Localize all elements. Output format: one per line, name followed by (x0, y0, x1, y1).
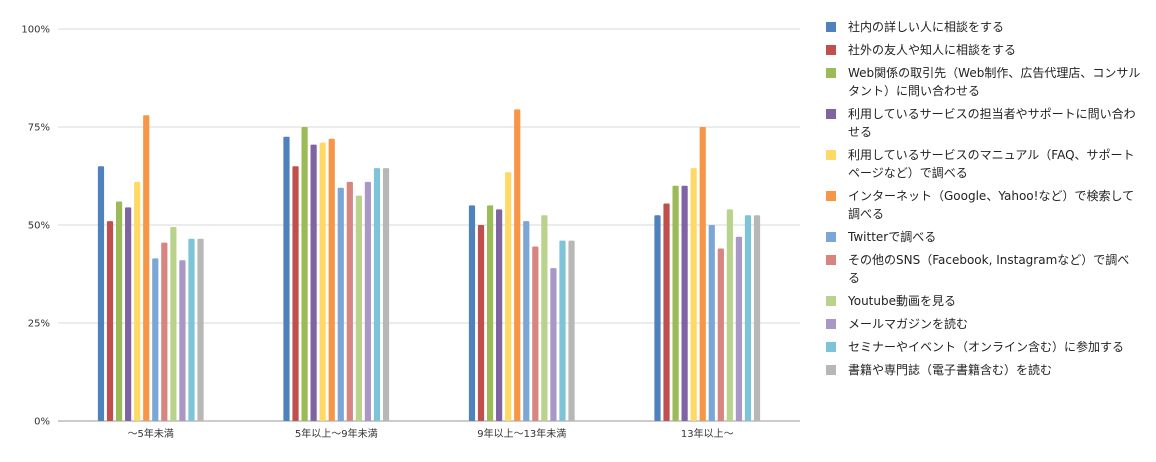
category-label: 13年以上〜 (681, 427, 734, 440)
legend-swatch (826, 232, 836, 242)
legend-label: その他のSNS（Facebook, Instagramなど）で調べる (848, 253, 1130, 285)
bar (337, 187, 344, 421)
bar (690, 168, 697, 421)
legend-label: 社外の友人や知人に相談をする (848, 43, 1017, 57)
legend-item: インターネット（Google、Yahoo!など）で検索して調べる (826, 187, 1141, 223)
legend-item: 利用しているサービスのマニュアル（FAQ、サポートページなど）で調べる (826, 146, 1141, 182)
legend-swatch (826, 191, 836, 201)
bar (663, 203, 670, 421)
legend-swatch (826, 45, 836, 55)
legend-label: インターネット（Google、Yahoo!など）で検索して調べる (848, 189, 1135, 221)
legend-swatch (826, 296, 836, 306)
bar (699, 127, 706, 421)
legend-item: Web関係の取引先（Web制作、広告代理店、コンサルタント）に問い合わせる (826, 64, 1141, 100)
legend-item: 社外の友人や知人に相談をする (826, 41, 1141, 59)
bar (188, 238, 195, 421)
bar (735, 236, 743, 421)
bar (541, 215, 548, 421)
legend-item: Youtube動画を見る (826, 292, 1141, 310)
bar (559, 240, 566, 421)
bar (355, 195, 362, 421)
bar (717, 248, 724, 421)
bar (346, 181, 353, 421)
bar (179, 260, 186, 421)
bar (143, 115, 150, 422)
bar (97, 166, 105, 421)
legend-swatch (826, 68, 836, 78)
bar (681, 185, 688, 421)
bar (672, 185, 679, 421)
y-tick-label: 100% (21, 25, 50, 36)
bar (115, 201, 123, 421)
legend-swatch (826, 22, 836, 32)
bar (654, 215, 661, 421)
legend-label: Web関係の取引先（Web制作、広告代理店、コンサルタント）に問い合わせる (848, 66, 1141, 98)
legend-swatch (826, 365, 836, 375)
category-label: 〜5年未満 (128, 427, 174, 440)
bar (301, 127, 308, 421)
bars (97, 109, 761, 422)
category-label: 5年以上〜9年未満 (295, 427, 378, 440)
bar (496, 209, 503, 421)
bar (152, 258, 159, 421)
legend-item: セミナーやイベント（オンライン含む）に参加する (826, 338, 1141, 356)
legend-swatch (826, 342, 836, 352)
legend-item: メールマガジンを読む (826, 315, 1141, 333)
legend-label: 利用しているサービスのマニュアル（FAQ、サポートページなど）で調べる (848, 148, 1135, 180)
bar (310, 144, 317, 421)
bar (134, 181, 141, 421)
bar (514, 109, 521, 422)
bar (486, 205, 494, 421)
bar (568, 240, 575, 421)
bar (532, 246, 539, 421)
bar (319, 142, 326, 421)
bar (726, 209, 733, 421)
bar (106, 221, 114, 421)
bar (328, 138, 335, 421)
legend-item: 利用しているサービスの担当者やサポートに問い合わせる (826, 105, 1141, 141)
legend-label: 書籍や専門誌（電子書籍含む）を読む (848, 363, 1053, 377)
legend-swatch (826, 109, 836, 119)
bar (373, 168, 381, 421)
legend-item: Twitterで調べる (826, 228, 1141, 246)
bar (292, 166, 299, 421)
y-tick-label: 50% (28, 221, 50, 232)
bar (161, 242, 168, 421)
bar (364, 181, 372, 421)
bar (523, 221, 530, 421)
y-axis-ticks: 0% 25% 50% 75% 100% (21, 25, 50, 428)
legend-label: 社内の詳しい人に相談をする (848, 20, 1005, 34)
bar (744, 215, 752, 421)
legend-label: セミナーやイベント（オンライン含む）に参加する (848, 340, 1125, 354)
category-labels: 〜5年未満 5年以上〜9年未満 9年以上〜13年未満 13年以上〜 (128, 427, 734, 440)
legend-label: Youtube動画を見る (848, 294, 956, 308)
y-tick-label: 0% (34, 417, 50, 428)
bar (125, 207, 132, 421)
category-label: 9年以上〜13年未満 (477, 427, 566, 440)
bar (505, 172, 512, 421)
legend-label: 利用しているサービスの担当者やサポートに問い合わせる (848, 107, 1136, 139)
bar (468, 205, 476, 421)
y-tick-label: 25% (28, 319, 50, 330)
legend-label: Twitterで調べる (848, 230, 937, 244)
legend-label: メールマガジンを読む (848, 317, 969, 331)
bar (753, 215, 761, 421)
legend-item: その他のSNS（Facebook, Instagramなど）で調べる (826, 251, 1141, 287)
bar-chart: 0% 25% 50% 75% 100% 〜5年未満 5年以上〜9年未満 9年以上〜13年未満… (21, 25, 800, 440)
legend-item: 書籍や専門誌（電子書籍含む）を読む (826, 361, 1141, 379)
bar (382, 168, 390, 421)
bar (170, 226, 177, 421)
bar (283, 136, 290, 422)
bar (477, 225, 485, 421)
legend-swatch (826, 255, 836, 265)
legend-item: 社内の詳しい人に相談をする (826, 18, 1141, 36)
gridlines (58, 28, 800, 422)
bar (550, 268, 557, 421)
legend-swatch (826, 319, 836, 329)
y-tick-label: 75% (28, 123, 50, 134)
bar (708, 225, 715, 421)
legend-swatch (826, 150, 836, 160)
legend: 社内の詳しい人に相談をする 社外の友人や知人に相談をする Web関係の取引先（Web… (826, 18, 1141, 384)
bar (197, 238, 204, 421)
